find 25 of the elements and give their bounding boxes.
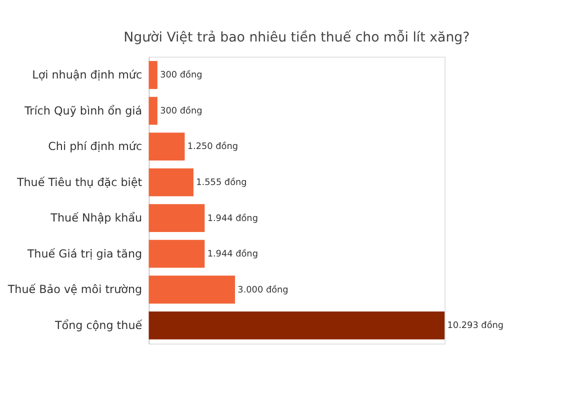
bar xyxy=(148,204,205,232)
y-tick-label: Thuế Nhập khẩu xyxy=(50,212,142,225)
bar xyxy=(148,240,205,268)
bar xyxy=(148,168,194,196)
bar xyxy=(148,132,185,160)
data-label: 1.250 đồng xyxy=(187,141,238,152)
y-tick-label: Thuế Bảo vệ môi trường xyxy=(6,283,142,296)
bar xyxy=(148,276,235,304)
data-label: 300 đồng xyxy=(160,105,202,116)
y-tick-label: Chi phí định mức xyxy=(48,140,142,154)
bar xyxy=(148,61,158,89)
y-tick-label: Lợi nhuận định mức xyxy=(32,68,142,82)
bar xyxy=(148,311,445,340)
data-label: 1.555 đồng xyxy=(196,176,247,188)
y-tick-label: Thuế Giá trị gia tăng xyxy=(26,247,142,260)
data-label: 1.944 đồng xyxy=(207,248,258,260)
y-tick-label: Trích Quỹ bình ổn giá xyxy=(23,104,142,118)
data-label: 3.000 đồng xyxy=(238,284,288,296)
data-label: 10.293 đồng xyxy=(447,320,504,332)
data-label: 300 đồng xyxy=(160,70,202,81)
chart-title: Người Việt trả bao nhiêu tiền thuế cho mỗi lít xăng? xyxy=(124,30,470,46)
data-label: 1.944 đồng xyxy=(207,212,258,224)
bar xyxy=(148,96,158,125)
y-tick-label: Tổng cộng thuế xyxy=(54,318,142,332)
y-tick-label: Thuế Tiêu thụ đặc biệt xyxy=(16,176,143,189)
